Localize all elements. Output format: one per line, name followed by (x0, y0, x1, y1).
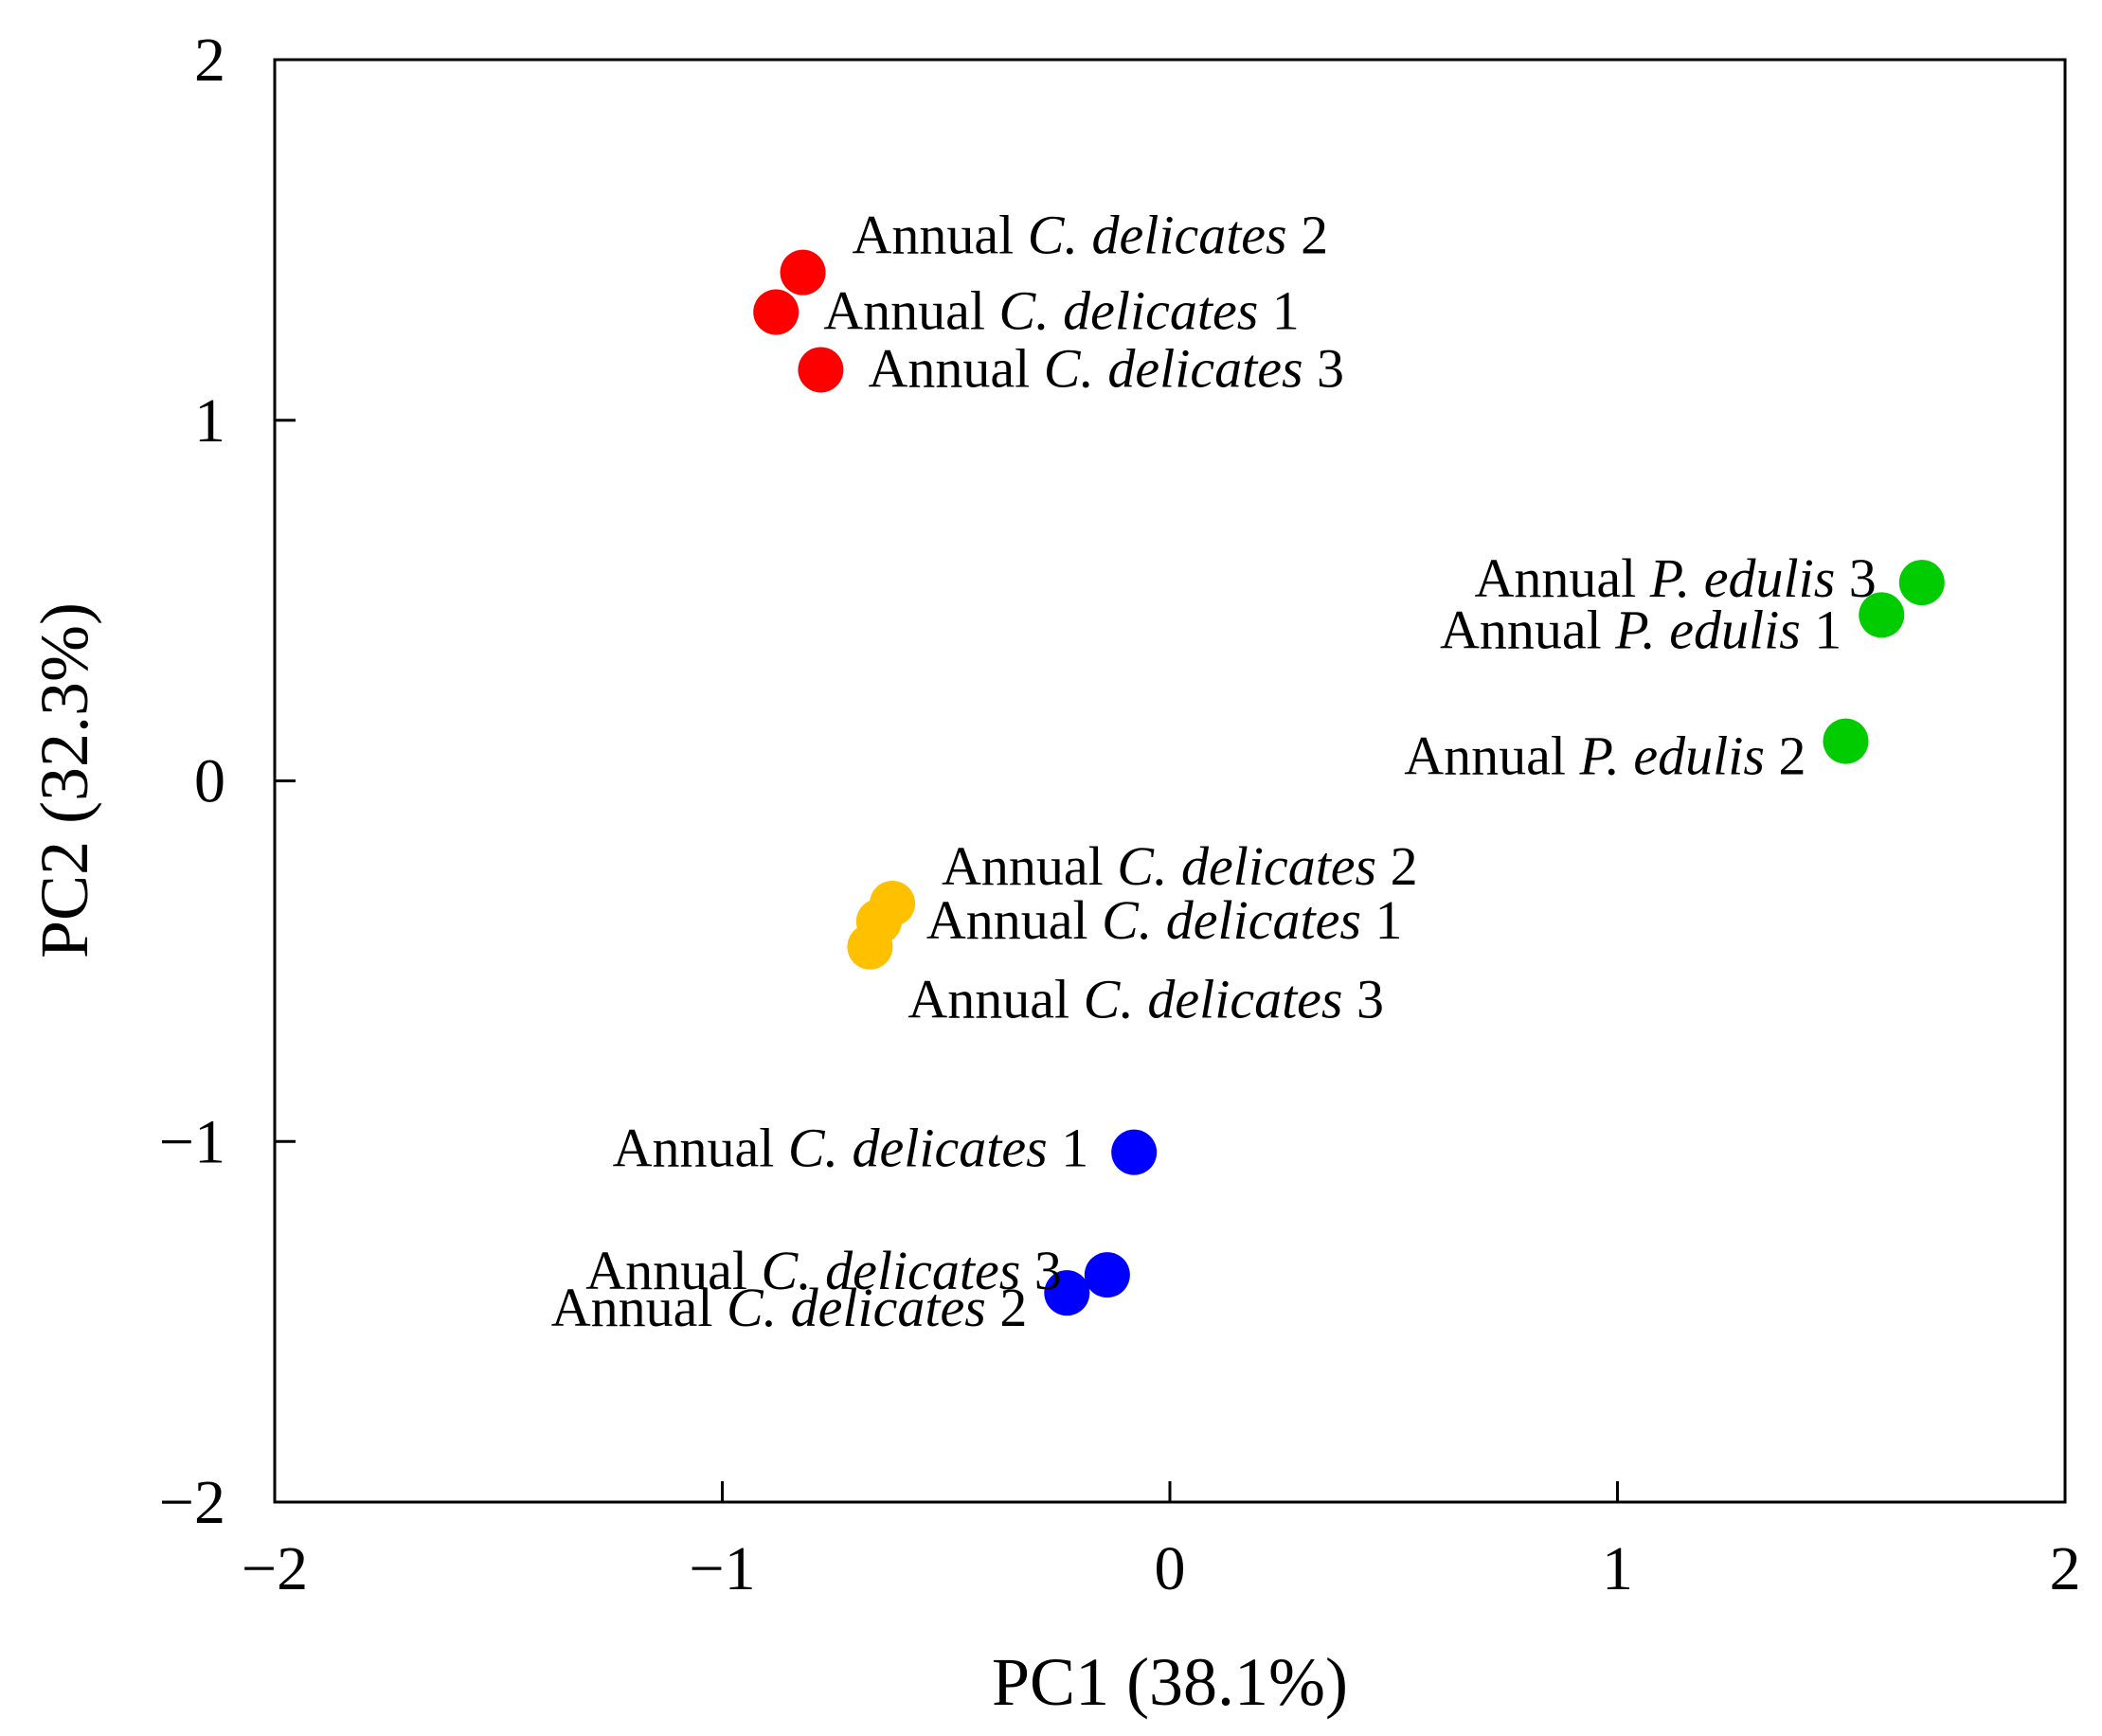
point-label-prefix: Annual (1404, 725, 1579, 787)
point-label-species: C. delicates (1102, 889, 1361, 951)
y-tick-label: 0 (194, 747, 225, 816)
data-point (780, 249, 826, 295)
y-tick-label: 2 (194, 26, 225, 95)
data-point (1823, 718, 1869, 764)
data-point (798, 347, 844, 393)
point-label-species: P. edulis (1614, 599, 1801, 660)
point-label: Annual C. delicates 2 (853, 205, 1329, 266)
point-label: Annual C. delicates 2 (942, 835, 1418, 897)
point-label-prefix: Annual (1440, 599, 1615, 660)
point-label-replicate: 1 (1258, 280, 1300, 342)
point-label-species: C. delicates (788, 1118, 1048, 1179)
x-tick-label: −1 (689, 1534, 755, 1603)
point-label-prefix: Annual (868, 337, 1043, 399)
point-label-species: C. delicates (1028, 205, 1287, 266)
point-label-prefix: Annual (853, 205, 1028, 266)
point-label-species: C. delicates (1084, 969, 1343, 1030)
x-axis-title: PC1 (38.1%) (992, 1644, 1348, 1720)
point-label-replicate: 1 (1361, 889, 1403, 951)
point-label: Annual C. delicates 2 (551, 1277, 1028, 1338)
point-label-prefix: Annual (613, 1118, 788, 1179)
data-point (847, 923, 893, 970)
point-label-replicate: 3 (1835, 547, 1877, 609)
point-label-replicate: 3 (1343, 969, 1385, 1030)
point-label-prefix: Annual (1475, 547, 1650, 609)
point-label-prefix: Annual (942, 835, 1117, 897)
point-label-prefix: Annual (585, 1240, 761, 1301)
point-label-replicate: 2 (986, 1277, 1028, 1338)
point-label-prefix: Annual (551, 1277, 727, 1338)
point-label: Annual C. delicates 1 (823, 280, 1300, 342)
data-point (1044, 1270, 1090, 1316)
x-tick-label: −2 (242, 1534, 308, 1603)
point-label-species: C. delicates (762, 1240, 1021, 1301)
y-tick-label: 1 (194, 386, 225, 456)
point-label-species: C. delicates (1117, 835, 1376, 897)
point-label-prefix: Annual (823, 280, 998, 342)
point-label-replicate: 3 (1020, 1240, 1062, 1301)
point-label: Annual C. delicates 3 (868, 337, 1344, 399)
data-point (753, 289, 799, 335)
data-points (753, 249, 1945, 1316)
y-tick-label: −1 (159, 1107, 225, 1176)
axis-ticks (273, 58, 2067, 1504)
point-label-replicate: 1 (1048, 1118, 1089, 1179)
point-label-species: P. edulis (1649, 547, 1836, 609)
point-label: Annual C. delicates 1 (613, 1118, 1089, 1179)
point-label: Annual P. edulis 1 (1440, 599, 1841, 660)
point-label-replicate: 1 (1801, 599, 1842, 660)
data-point (1084, 1252, 1130, 1298)
data-point (1111, 1129, 1158, 1175)
point-label-species: C. delicates (998, 280, 1258, 342)
point-label-prefix: Annual (926, 889, 1102, 951)
point-label: Annual P. edulis 2 (1404, 725, 1806, 787)
point-label-replicate: 2 (1376, 835, 1418, 897)
x-tick-label: 2 (2050, 1534, 2081, 1603)
point-label: Annual P. edulis 3 (1475, 547, 1877, 609)
point-label-species: C. delicates (1044, 337, 1303, 399)
x-tick-label: 0 (1155, 1534, 1186, 1603)
point-label: Annual C. delicates 3 (585, 1240, 1062, 1301)
data-point (1898, 560, 1945, 606)
data-point (1859, 592, 1905, 638)
point-label-replicate: 3 (1303, 337, 1345, 399)
point-label-replicate: 2 (1287, 205, 1329, 266)
point-label: Annual C. delicates 3 (907, 969, 1384, 1030)
point-label-replicate: 2 (1765, 725, 1806, 787)
y-axis-title: PC2 (32.3%) (27, 602, 102, 958)
y-tick-label: −2 (159, 1468, 225, 1537)
point-label-prefix: Annual (907, 969, 1083, 1030)
point-label-species: C. delicates (727, 1277, 986, 1338)
x-tick-label: 1 (1602, 1534, 1633, 1603)
point-label-species: P. edulis (1578, 725, 1765, 787)
point-label: Annual C. delicates 1 (926, 889, 1403, 951)
